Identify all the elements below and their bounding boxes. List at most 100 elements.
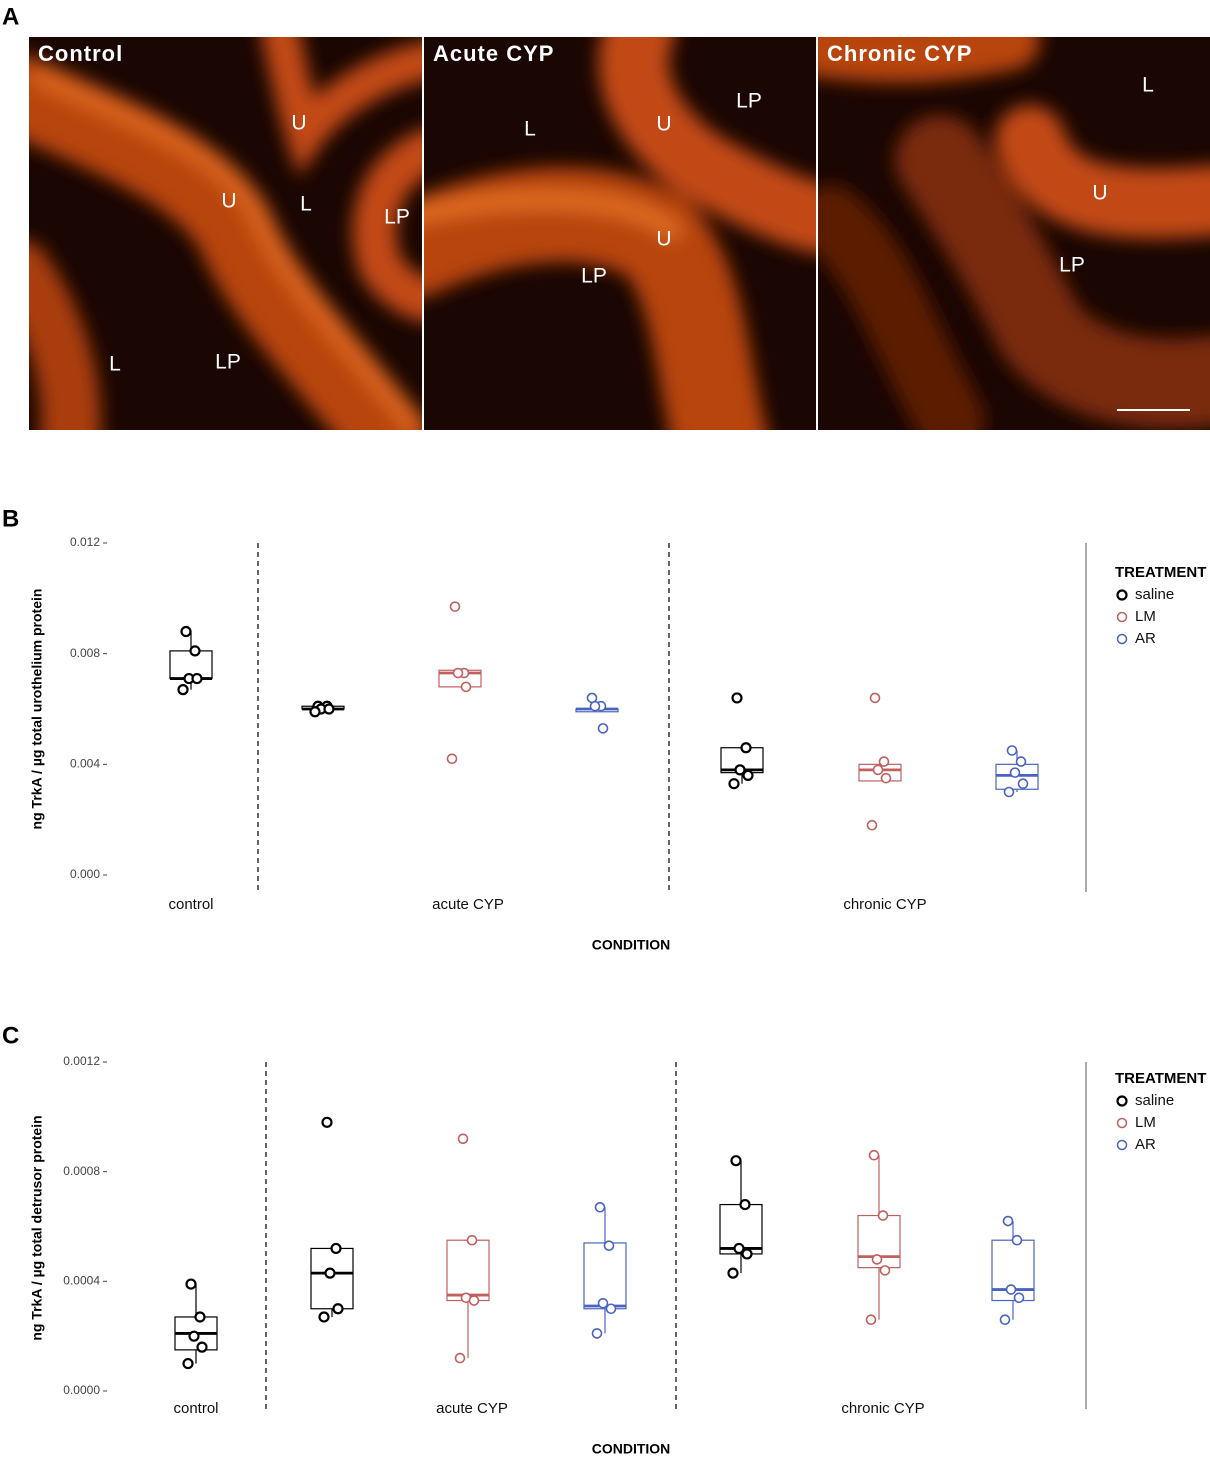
data-point <box>739 1198 751 1211</box>
image-title: Chronic CYP <box>827 41 972 66</box>
data-point <box>185 1278 197 1290</box>
data-point <box>741 1248 753 1260</box>
data-point <box>194 1311 206 1323</box>
legend-label: saline <box>1135 586 1174 603</box>
data-point <box>324 1267 336 1279</box>
legend-label: AR <box>1135 1136 1156 1153</box>
legend-label: AR <box>1135 630 1156 647</box>
region-label: LP <box>736 90 762 113</box>
legend-swatch <box>1116 1095 1128 1107</box>
micrograph <box>424 37 816 430</box>
data-point <box>460 681 472 693</box>
y-tick-label: 0.0012 <box>63 1054 100 1068</box>
data-point <box>1017 778 1029 790</box>
data-point <box>594 1202 606 1213</box>
legend-swatch <box>1116 633 1128 645</box>
region-label: LP <box>1059 254 1085 277</box>
legend-title: TREATMENT <box>1115 1070 1206 1087</box>
data-point <box>1011 1234 1023 1246</box>
data-point <box>449 601 461 612</box>
data-point <box>330 1242 342 1255</box>
region-label: LP <box>215 351 241 374</box>
legend-swatch <box>1116 589 1128 601</box>
image-title: Acute CYP <box>433 41 554 66</box>
data-point <box>871 1254 883 1265</box>
data-point <box>321 1116 333 1128</box>
data-point <box>323 703 335 715</box>
data-point <box>589 700 601 712</box>
region-label: L <box>1142 74 1154 97</box>
data-point <box>878 756 890 767</box>
data-point <box>728 778 740 790</box>
y-axis-title: ng TrkA / µg total urothelium protein <box>29 589 45 830</box>
y-tick-label: 0.0000 <box>63 1383 100 1397</box>
y-tick-label: 0.0004 <box>63 1274 100 1288</box>
data-point <box>877 1210 889 1221</box>
data-point <box>452 667 464 679</box>
region-label: LP <box>581 265 607 288</box>
box <box>446 1239 490 1302</box>
micrograph <box>29 37 422 430</box>
region-label: LP <box>384 206 410 229</box>
x-axis-title: CONDITION <box>592 937 671 953</box>
data-point <box>605 1303 617 1315</box>
legend-swatch <box>1116 1117 1128 1129</box>
x-tick-label: acute CYP <box>436 1400 508 1417</box>
data-point <box>1006 745 1018 756</box>
region-label: L <box>300 193 312 216</box>
data-point <box>603 1240 615 1251</box>
data-point <box>872 764 884 776</box>
data-point <box>446 753 458 765</box>
data-point <box>182 1357 194 1370</box>
panel-label: B <box>2 505 19 532</box>
x-tick-label: chronic CYP <box>841 1400 924 1417</box>
y-tick-label: 0.004 <box>70 757 100 771</box>
legend-swatch <box>1116 1139 1128 1151</box>
data-point <box>454 1352 466 1364</box>
data-point <box>591 1328 603 1339</box>
box <box>310 1247 354 1310</box>
x-tick-label: acute CYP <box>432 896 504 913</box>
y-tick-label: 0.0008 <box>63 1164 100 1178</box>
data-point <box>1002 1215 1014 1227</box>
data-point <box>1003 786 1015 798</box>
micrograph <box>818 37 1210 430</box>
x-tick-label: control <box>168 896 213 913</box>
y-tick-label: 0.012 <box>70 535 100 549</box>
y-tick-label: 0.000 <box>70 867 100 881</box>
data-point <box>180 625 192 638</box>
data-point <box>865 1314 877 1326</box>
data-point <box>868 1149 880 1161</box>
data-point <box>733 1242 745 1255</box>
y-axis-title: ng TrkA / µg total detrusor protein <box>29 1115 45 1340</box>
x-tick-label: chronic CYP <box>843 896 926 913</box>
data-point <box>999 1314 1011 1326</box>
data-point <box>597 723 609 734</box>
region-label: U <box>221 190 236 213</box>
y-tick-label: 0.008 <box>70 646 100 660</box>
data-point <box>597 1297 609 1309</box>
panel-label: C <box>2 1022 19 1049</box>
data-point <box>468 1295 480 1306</box>
data-point <box>742 769 754 782</box>
data-point <box>332 1303 344 1315</box>
legend-title: TREATMENT <box>1115 564 1206 581</box>
region-label: U <box>291 112 306 135</box>
data-point <box>740 742 752 754</box>
data-point <box>727 1267 739 1279</box>
image-title: Control <box>38 41 123 66</box>
data-point <box>309 706 321 718</box>
data-point <box>318 1311 330 1323</box>
x-tick-label: control <box>173 1400 218 1417</box>
data-point <box>734 764 746 776</box>
data-point <box>880 772 892 784</box>
data-point <box>196 1341 208 1353</box>
data-point <box>731 692 743 704</box>
data-point <box>1015 756 1027 767</box>
data-point <box>866 819 878 831</box>
data-point <box>188 1330 200 1342</box>
legend-label: LM <box>1135 608 1156 625</box>
region-label: U <box>1092 182 1107 205</box>
data-point <box>1013 1292 1025 1304</box>
x-axis-title: CONDITION <box>592 1441 671 1457</box>
